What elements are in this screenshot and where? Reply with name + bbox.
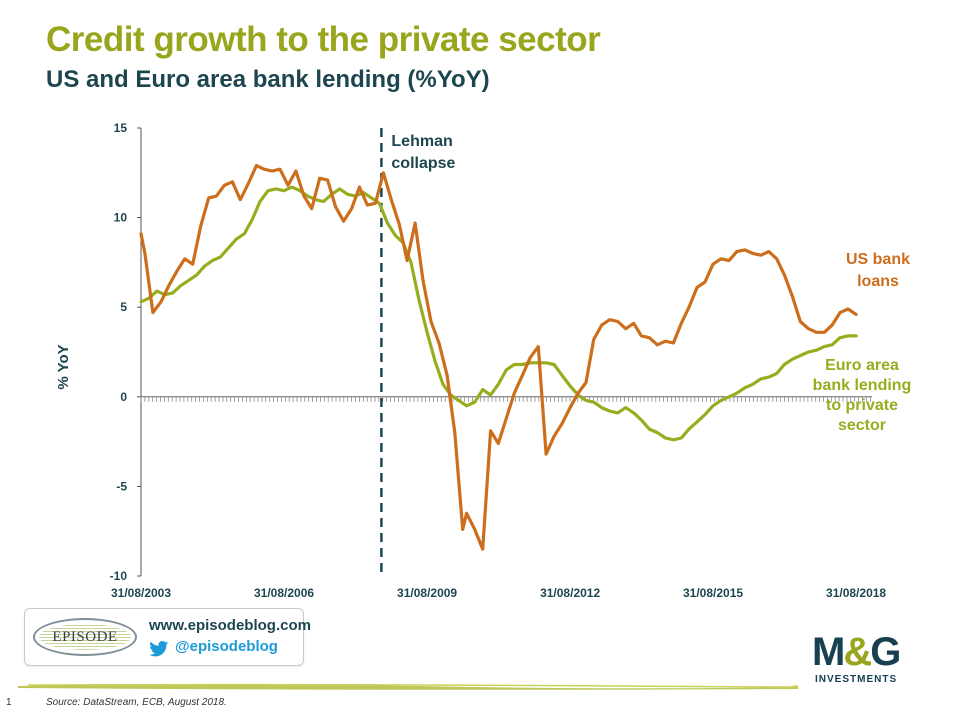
euro-series-label: to private: [826, 397, 898, 414]
mg-logo-letters: M&G: [812, 630, 901, 674]
x-tick-label: 31/08/2009: [397, 586, 457, 600]
page-title: Credit growth to the private sector: [46, 20, 601, 59]
us-series-label: US bank: [846, 251, 910, 268]
episode-logo-text: EPISODE: [52, 629, 118, 645]
y-tick-label: 5: [120, 300, 127, 314]
episode-branding-box[interactable]: EPISODE www.episodeblog.com @episodeblog: [24, 608, 311, 666]
lehman-annotation-label: Lehman: [391, 133, 452, 150]
mg-logo-m: M: [812, 630, 845, 674]
website-link[interactable]: www.episodeblog.com: [149, 617, 311, 634]
x-tick-label: 31/08/2018: [826, 586, 886, 600]
x-tick-label: 31/08/2003: [111, 586, 171, 600]
mg-logo-g: G: [870, 630, 901, 674]
euro-series-label: Euro area: [825, 357, 899, 374]
twitter-handle-link[interactable]: @episodeblog: [175, 638, 278, 655]
mg-logo-ampersand: &: [843, 630, 872, 674]
twitter-icon: [149, 641, 169, 657]
us-loans-series-line: [139, 164, 858, 551]
y-tick-label: 0: [120, 390, 127, 404]
y-axis-title: % YoY: [55, 344, 72, 389]
mg-logo-subtext: INVESTMENTS: [815, 674, 898, 685]
mg-investments-logo: M&G INVESTMENTS: [812, 632, 930, 696]
x-tick-label: 31/08/2015: [683, 586, 743, 600]
lehman-annotation-label: collapse: [391, 155, 455, 172]
y-tick-label: 15: [114, 121, 128, 135]
episode-logo: EPISODE: [33, 618, 137, 656]
decorative-brush-divider: [18, 683, 798, 690]
euro-lending-series-line: [139, 185, 858, 442]
y-tick-label: -10: [110, 569, 128, 583]
euro-series-label: sector: [838, 417, 886, 434]
y-tick-label: -5: [116, 479, 127, 493]
x-tick-label: 31/08/2006: [254, 586, 314, 600]
us-series-label: loans: [857, 273, 899, 290]
page-number: 1: [6, 697, 12, 708]
x-tick-label: 31/08/2012: [540, 586, 600, 600]
page-subtitle: US and Euro area bank lending (%YoY): [46, 66, 490, 93]
source-note: Source: DataStream, ECB, August 2018.: [46, 697, 227, 708]
y-tick-label: 10: [114, 211, 128, 225]
zero-baseline-tick-marks: [140, 396, 871, 402]
euro-series-label: bank lending: [813, 377, 912, 394]
